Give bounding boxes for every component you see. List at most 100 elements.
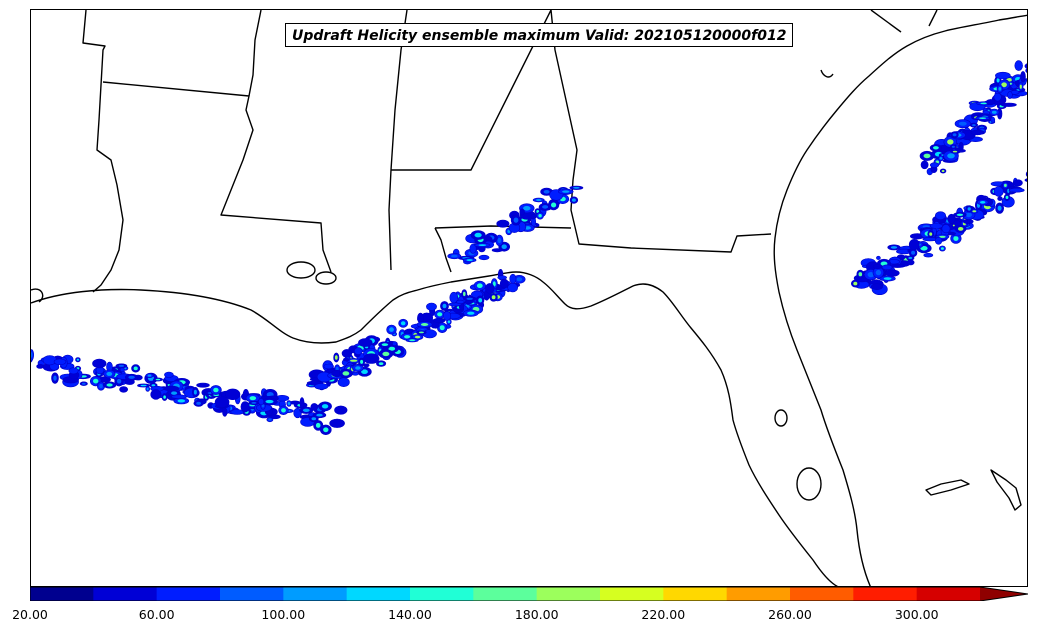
- uh-cell: [507, 282, 519, 293]
- uh-cell-core: [265, 399, 274, 404]
- uh-cell-core: [155, 378, 161, 381]
- uh-cell: [150, 389, 162, 400]
- uh-cell: [343, 357, 350, 362]
- uh-cell-core: [128, 375, 135, 379]
- uh-cell-core: [281, 408, 286, 413]
- uh-cell-core: [31, 352, 33, 358]
- uh-cell: [68, 367, 79, 375]
- colorbar-segment: [853, 587, 918, 601]
- uh-cell: [876, 255, 881, 260]
- coastline-east: [773, 14, 1027, 586]
- uh-cell-core: [360, 359, 364, 364]
- uh-cell: [225, 388, 241, 400]
- uh-cell-core: [302, 408, 310, 412]
- colorbar-outline: [30, 587, 1028, 601]
- uh-cell: [171, 394, 187, 399]
- uh-cell-core: [476, 283, 483, 289]
- coastline-detail: [31, 288, 44, 303]
- uh-cell-core: [965, 212, 972, 218]
- uh-cell: [433, 317, 446, 324]
- uh-cell: [1000, 102, 1017, 107]
- uh-cell-core: [543, 190, 550, 194]
- uh-cell: [426, 302, 437, 311]
- uh-cell-core: [940, 247, 944, 250]
- uh-cell-core: [933, 146, 939, 150]
- uh-cell-core: [116, 378, 122, 384]
- colorbar-tick-label: 20.00: [12, 607, 48, 622]
- uh-cell-core: [513, 217, 519, 223]
- uh-cell: [1008, 187, 1025, 193]
- uh-cell-core: [929, 232, 933, 236]
- uh-cell: [240, 401, 250, 413]
- lake: [315, 271, 337, 285]
- uh-cell-core: [147, 374, 152, 377]
- uh-cell: [363, 353, 380, 364]
- uh-cell: [491, 248, 503, 253]
- uh-cell-core: [420, 323, 429, 326]
- state-boundary: [82, 10, 124, 293]
- uh-cell-core: [996, 78, 1000, 83]
- uh-cell-core: [1004, 183, 1007, 187]
- uh-cell-core: [911, 250, 916, 255]
- uh-cell: [164, 371, 174, 378]
- uh-cell: [1007, 91, 1013, 99]
- map-panel: Updraft Helicity ensemble maximum Valid:…: [30, 9, 1028, 587]
- uh-cell: [509, 273, 517, 284]
- updraft-helicity-field: [31, 60, 1027, 435]
- uh-cell-core: [268, 418, 272, 421]
- map-title: Updraft Helicity ensemble maximum Valid:…: [285, 23, 794, 47]
- uh-cell-core: [998, 87, 1002, 91]
- uh-cell-core: [316, 413, 323, 417]
- uh-cell: [53, 358, 67, 365]
- uh-cell: [1024, 63, 1027, 69]
- uh-cell-core: [287, 402, 291, 405]
- colorbar-segment: [790, 587, 854, 601]
- colorbar: [30, 587, 1028, 601]
- uh-cell-core: [315, 422, 321, 428]
- uh-cell-core: [474, 232, 482, 238]
- uh-cell: [1014, 60, 1023, 71]
- uh-cell: [997, 196, 1003, 201]
- uh-cell-core: [939, 157, 943, 160]
- uh-cell: [337, 377, 350, 388]
- uh-cell: [995, 71, 1011, 80]
- uh-cell: [884, 269, 900, 277]
- uh-cell: [499, 278, 509, 289]
- colorbar-tick-label: 100.00: [261, 607, 306, 622]
- uh-cell-core: [551, 202, 557, 208]
- uh-cell-core: [106, 371, 113, 376]
- bahamas: [990, 469, 1022, 511]
- uh-cell: [323, 363, 334, 370]
- uh-cell: [469, 243, 477, 254]
- colorbar-segment: [93, 587, 158, 601]
- uh-cell: [341, 349, 353, 358]
- colorbar-tick-label: 300.00: [894, 607, 939, 622]
- uh-cell: [929, 223, 944, 229]
- uh-cell-core: [1009, 82, 1012, 85]
- uh-cell: [962, 218, 974, 225]
- uh-cell-core: [1001, 82, 1007, 88]
- uh-cell-core: [118, 364, 125, 367]
- uh-cell: [299, 397, 305, 409]
- uh-cell-core: [980, 201, 986, 204]
- uh-cell-core: [140, 384, 147, 387]
- uh-cell-core: [491, 295, 496, 300]
- lake: [286, 261, 316, 279]
- uh-cell: [970, 129, 985, 136]
- uh-cell-core: [414, 335, 421, 339]
- colorbar-tick-label: 220.00: [641, 607, 686, 622]
- uh-cell-core: [409, 339, 416, 342]
- uh-cell-core: [151, 384, 156, 387]
- uh-cell-core: [883, 277, 892, 280]
- uh-cell-core: [437, 312, 443, 317]
- uh-cell-core: [478, 298, 483, 303]
- colorbar-tick-label: 60.00: [138, 607, 175, 622]
- state-boundary: [391, 10, 552, 171]
- state-boundary: [928, 10, 938, 27]
- uh-cell-core: [573, 186, 580, 189]
- uh-cell-core: [146, 387, 149, 391]
- uh-cell-core: [213, 387, 219, 393]
- uh-cell-core: [249, 396, 257, 401]
- uh-cell: [941, 224, 951, 234]
- uh-cell-core: [536, 210, 540, 213]
